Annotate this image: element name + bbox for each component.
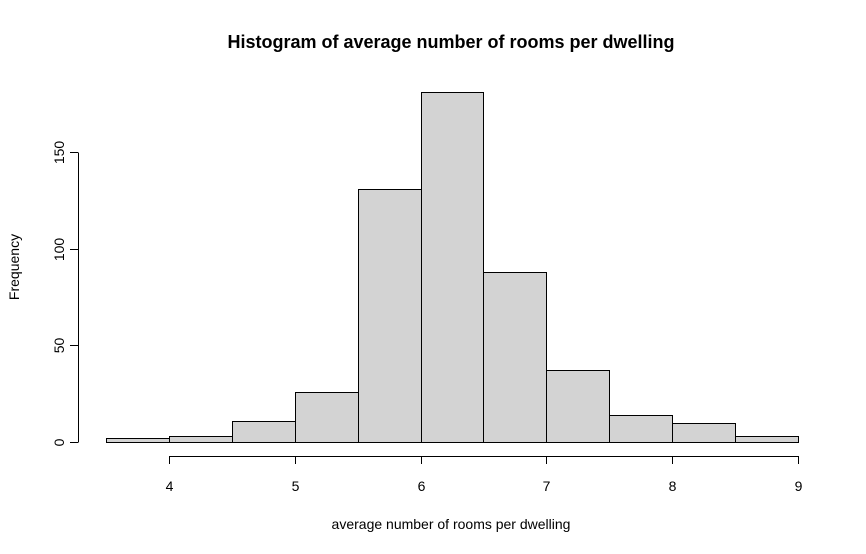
- x-tick-label-5: 5: [292, 478, 300, 494]
- histogram-bar-8: [546, 370, 610, 443]
- histogram-bar-9: [609, 415, 673, 443]
- x-axis-label: average number of rooms per dwelling: [332, 516, 571, 532]
- bars-group: [106, 92, 799, 443]
- histogram-bar-2: [169, 436, 233, 443]
- x-tick-label-4: 4: [166, 478, 174, 494]
- x-tick-label-8: 8: [669, 478, 677, 494]
- histogram-bar-11: [735, 436, 799, 443]
- histogram-bar-4: [295, 392, 359, 443]
- y-tick-label-50: 50: [51, 338, 67, 354]
- y-tick-label-100: 100: [51, 238, 67, 262]
- x-tick-label-9: 9: [795, 478, 803, 494]
- x-tick-label-7: 7: [543, 478, 551, 494]
- histogram-bar-3: [232, 421, 296, 443]
- x-axis: 4 5 6 7 8 9: [166, 456, 803, 494]
- chart-title: Histogram of average number of rooms per…: [227, 32, 674, 52]
- histogram-bar-5: [358, 189, 422, 443]
- histogram-bar-10: [672, 423, 736, 443]
- y-axis-label: Frequency: [6, 234, 22, 300]
- histogram-bar-1: [106, 438, 170, 443]
- histogram-bar-7: [483, 272, 547, 443]
- y-tick-label-0: 0: [51, 438, 67, 446]
- y-tick-label-150: 150: [51, 141, 67, 165]
- histogram-bar-6: [421, 92, 484, 443]
- x-tick-label-6: 6: [418, 478, 426, 494]
- y-axis: 0 50 100 150: [51, 141, 79, 446]
